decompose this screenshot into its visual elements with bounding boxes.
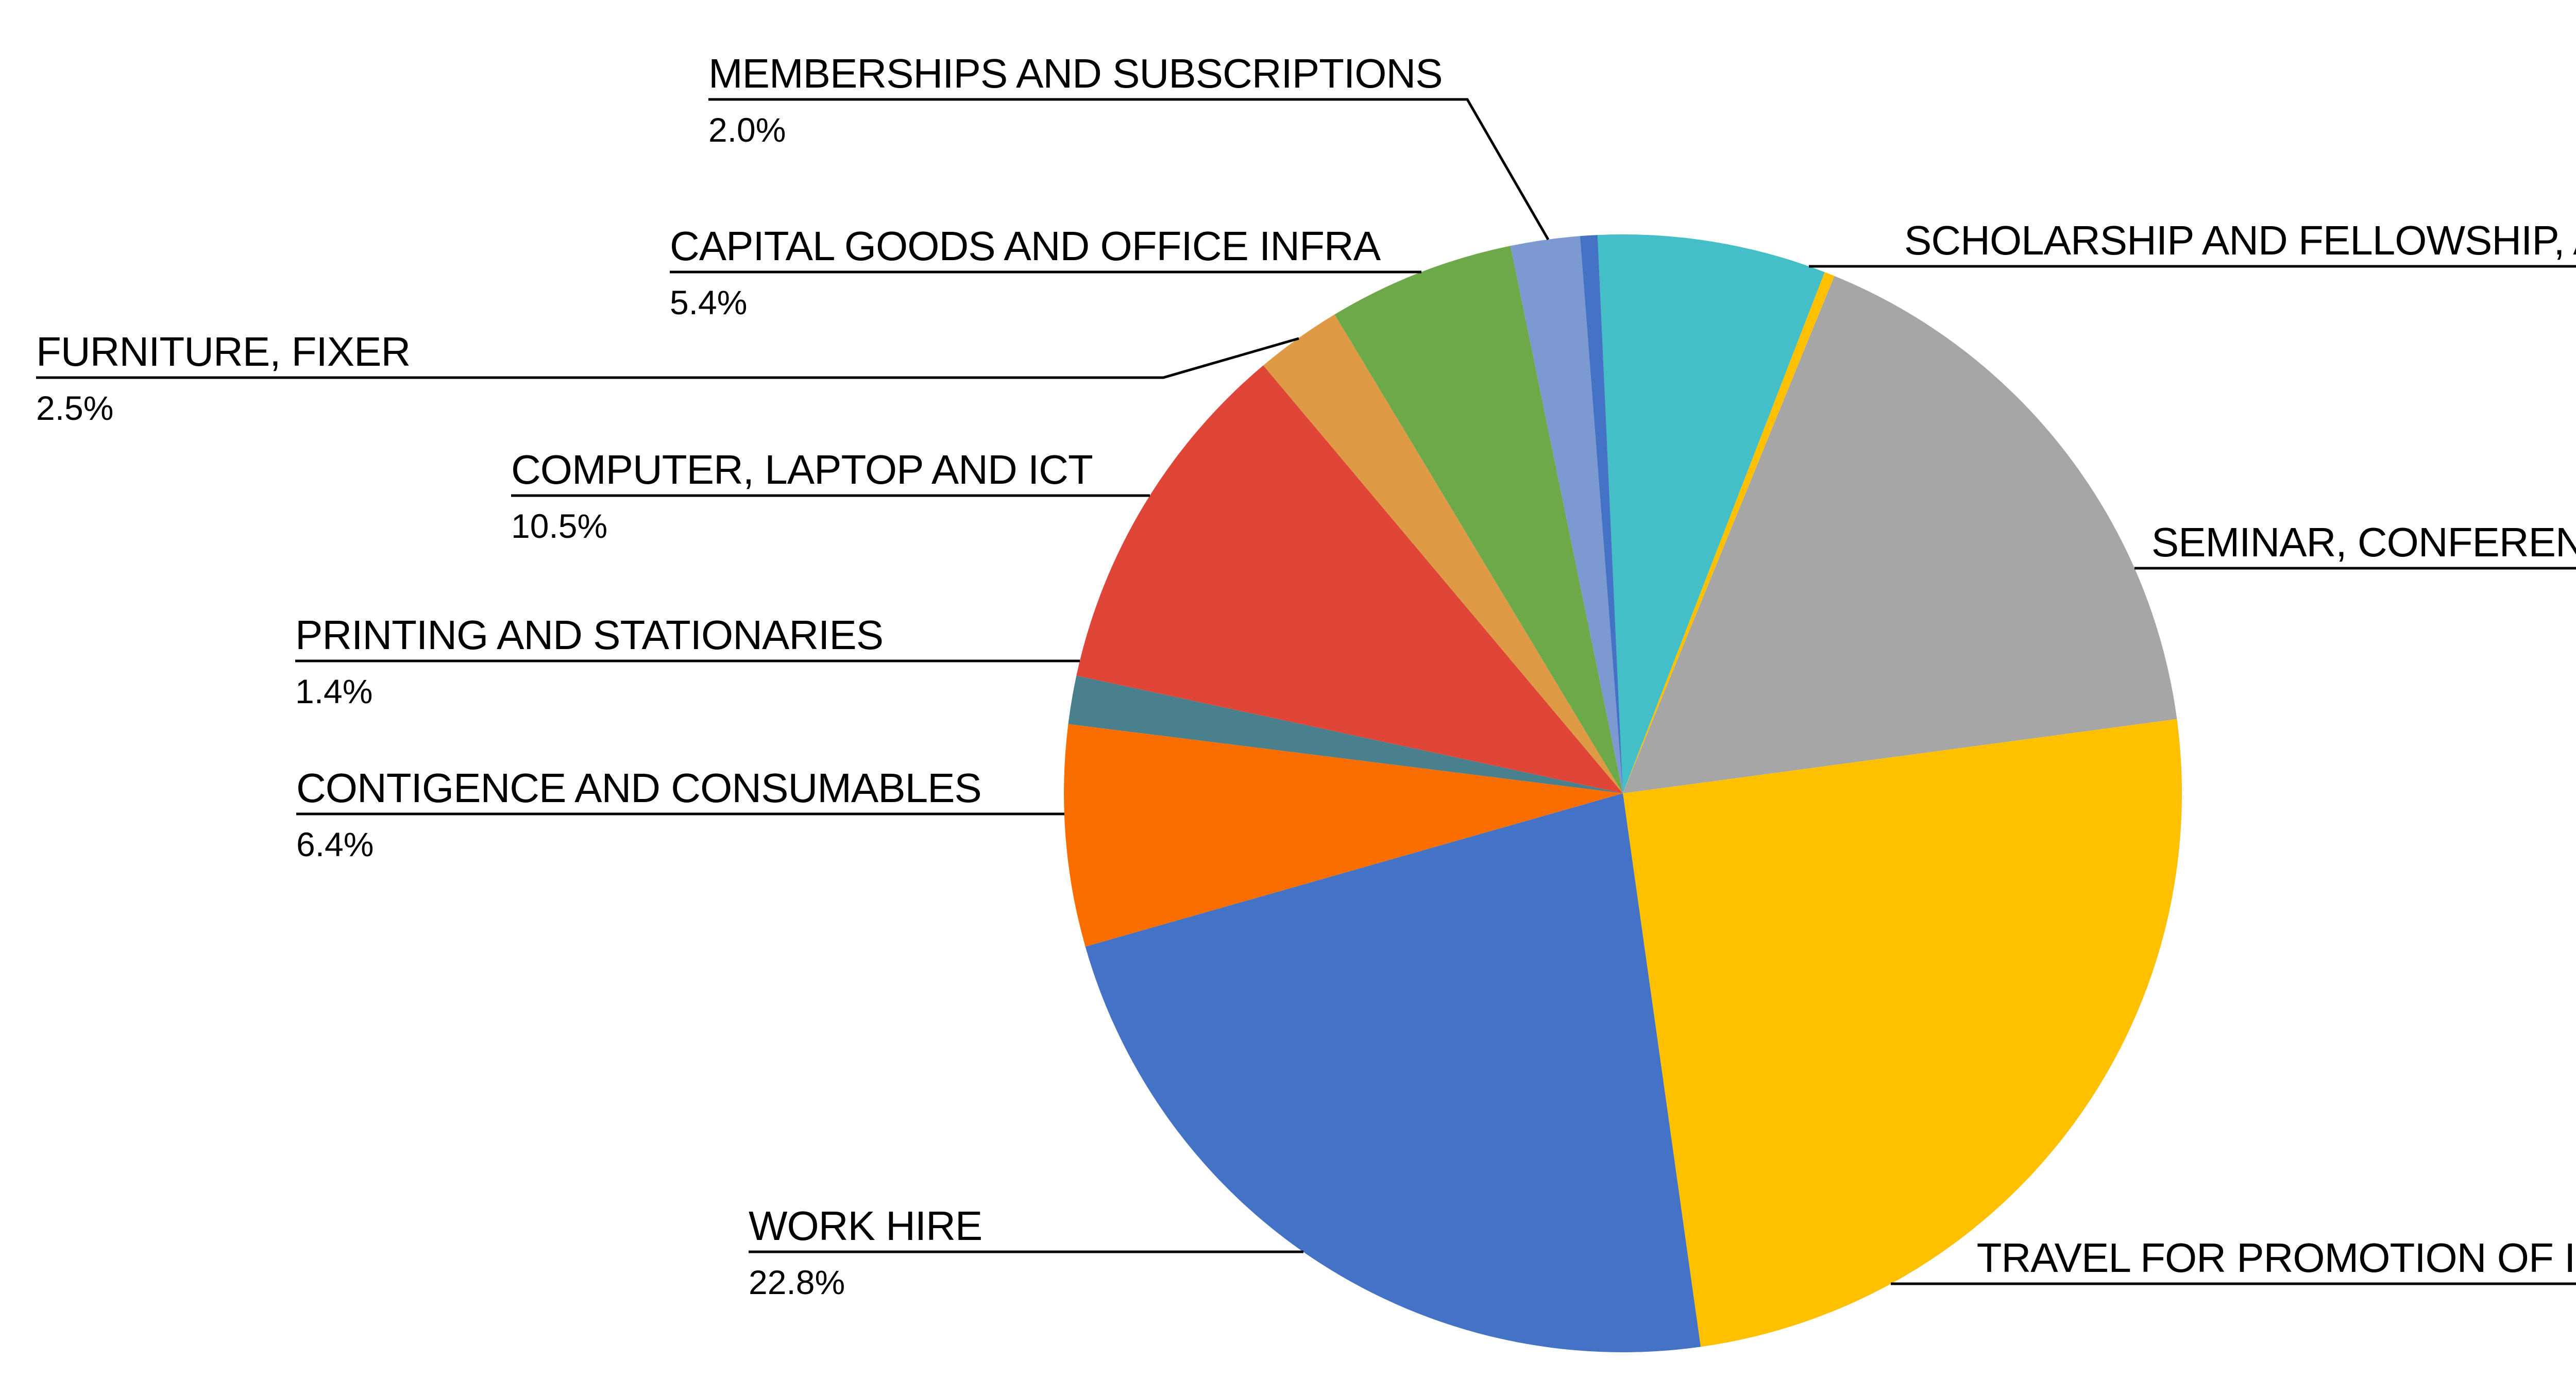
pie-slice-work-hire[interactable] xyxy=(1085,793,1701,1352)
pie-slice-seminar-conference-events[interactable] xyxy=(1623,276,2177,793)
leader-line-furniture xyxy=(36,337,1299,379)
label-pct-work-hire: 22.8% xyxy=(749,1263,845,1301)
label-title-computer-laptop-and-ict: COMPUTER, LAPTOP AND ICT xyxy=(511,447,1093,492)
pie-slice-contigence-and-consumables[interactable] xyxy=(1064,724,1623,947)
label-title-memberships-and-subscriptions: MEMBERSHIPS AND SUBSCRIPTIONS xyxy=(708,50,1443,96)
label-title-printing-and-stationaries: PRINTING AND STATIONARIES xyxy=(295,612,884,658)
label-title-capital-goods-and-office-infra: CAPITAL GOODS AND OFFICE INFRA xyxy=(670,223,1381,269)
pie-slice-capital-goods-and-office-infra[interactable] xyxy=(1334,246,1623,794)
pie-slice-memberships-and-subscriptions[interactable] xyxy=(1510,236,1623,794)
label-pct-printing-and-stationaries: 1.4% xyxy=(295,672,373,710)
pie-slice-scholarship-fellowship-awards-rewards[interactable] xyxy=(1597,234,1825,794)
label-pct-contigence-and-consumables: 6.4% xyxy=(296,825,374,863)
label-title-work-hire: WORK HIRE xyxy=(749,1203,982,1249)
pie-slice-travel-international-relations[interactable] xyxy=(1623,719,2182,1347)
leader-line-memberships xyxy=(708,98,1550,241)
pie-slice-furniture-fixer[interactable] xyxy=(1263,314,1623,793)
label-pct-memberships-and-subscriptions: 2.0% xyxy=(708,111,786,149)
label-pct-capital-goods-and-office-infra: 5.4% xyxy=(670,283,748,321)
label-pct-furniture-fixer: 2.5% xyxy=(36,389,114,427)
pie-slice-computer-laptop-and-ict[interactable] xyxy=(1076,365,1623,793)
pie-slice-printing-and-stationaries[interactable] xyxy=(1068,675,1623,794)
label-title-seminar-conference-events: SEMINAR, CONFERENCE, EVENTS AND DELE... xyxy=(2151,519,2576,565)
label-title-travel-international-relations: TRAVEL FOR PROMOTION OF INTERNATIONAL RE… xyxy=(1976,1235,2576,1281)
label-pct-computer-laptop-and-ict: 10.5% xyxy=(511,507,608,545)
pie-slice-unlabeled-small-1[interactable] xyxy=(1623,272,1835,793)
label-title-scholarship-fellowship-awards-rewards: SCHOLARSHIP AND FELLOWSHIP, AWARDS, REWA… xyxy=(1904,217,2576,263)
pie-slice-unlabeled-small-2[interactable] xyxy=(1580,235,1623,794)
label-title-furniture-fixer: FURNITURE, FIXER xyxy=(36,329,411,375)
label-title-contigence-and-consumables: CONTIGENCE AND CONSUMABLES xyxy=(296,765,982,811)
